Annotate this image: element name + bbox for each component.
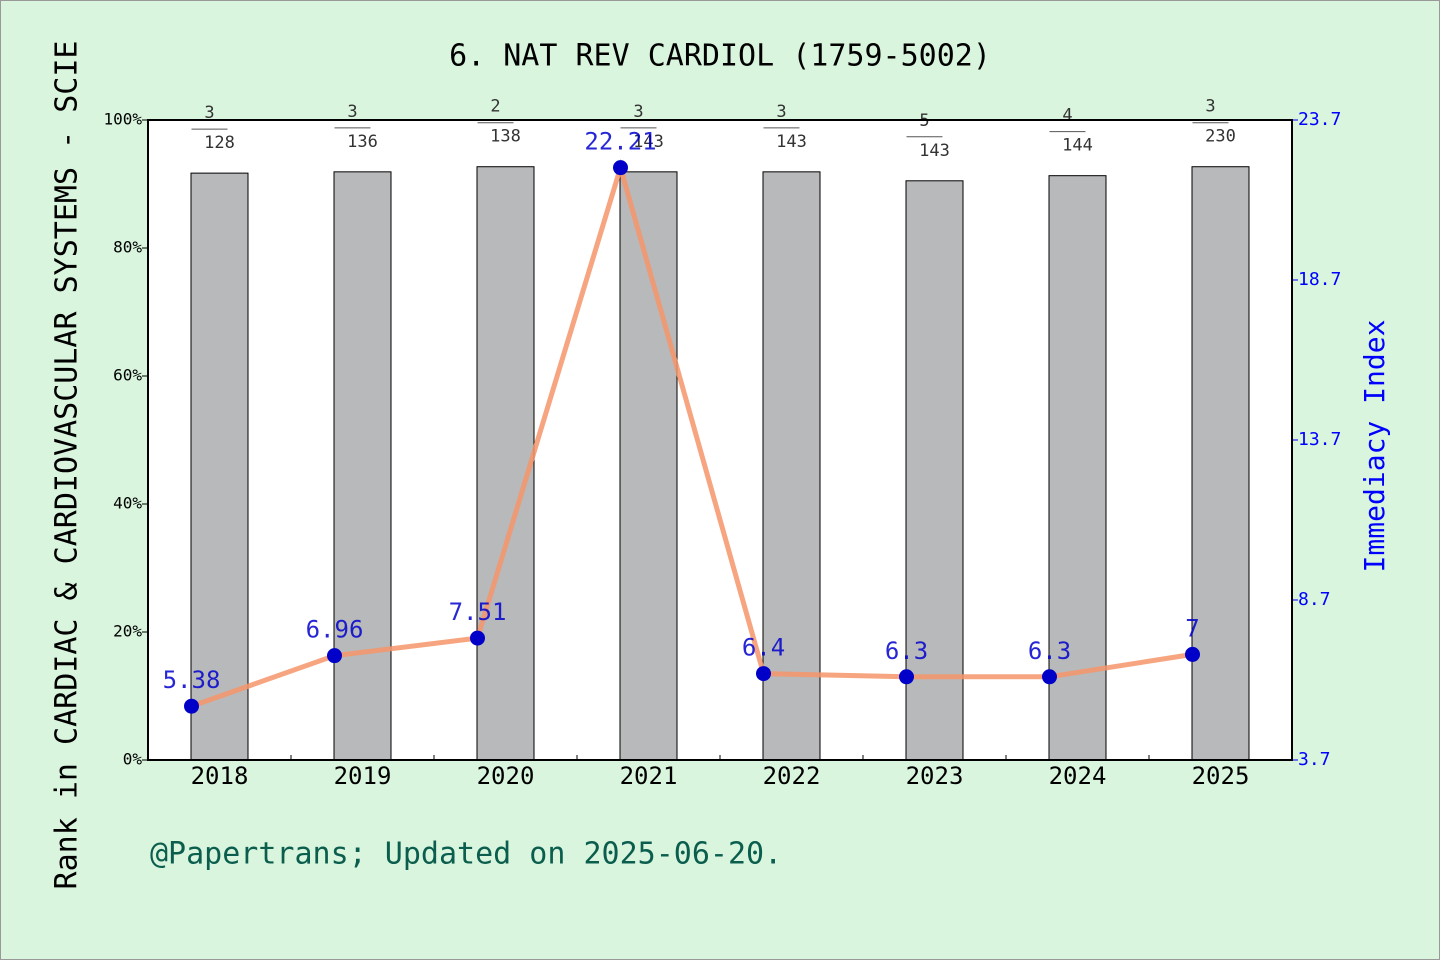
x-tick-label: 2019 [334,762,392,790]
marker [184,698,199,714]
rank-label: 3 [1205,97,1215,117]
value-label: 6.3 [1028,637,1071,665]
line [190,158,1193,709]
rank-label: 3 [633,102,643,122]
y-tick-label: 20% [113,622,142,641]
bar [905,180,964,761]
y-axis-label: Rank in CARDIAC & CARDIOVASCULAR SYSTEMS… [50,41,85,890]
y-tick-label: 100% [103,110,142,129]
value-label: 6.96 [306,616,364,644]
total-label: 136 [347,132,378,152]
value-label: 7 [1185,614,1199,642]
bar [190,172,249,761]
total-label: 143 [776,132,807,152]
y2-tick-label: 18.7 [1298,269,1341,290]
value-label: 6.3 [885,637,928,665]
bar [333,171,392,761]
rank-label: 2 [490,97,500,117]
value-label: 6.4 [742,634,785,662]
y-tick-label: 60% [113,366,142,385]
x-tick-label: 2025 [1192,762,1250,790]
plot-frame [147,119,1293,761]
bar [1191,166,1250,761]
chart-title: 6. NAT REV CARDIOL (1759-5002) [449,39,991,74]
y2-axis-label: Immediacy Index [1358,320,1391,573]
footer: @Papertrans; Updated on 2025-06-20. [150,837,782,872]
marker [899,669,914,685]
y2-tick-label: 8.7 [1298,589,1331,610]
total-label: 144 [1062,136,1093,156]
marker [327,648,342,664]
value-label: 7.51 [449,598,507,626]
marker [613,160,628,176]
rank-label: 4 [1062,106,1072,126]
y2-tick-label: 23.7 [1298,109,1341,130]
x-tick-label: 2020 [477,762,535,790]
y2-tick-label: 3.7 [1298,749,1331,770]
y-tick-label: 80% [113,238,142,257]
total-label: 128 [204,133,235,153]
total-label: 143 [919,141,950,161]
x-tick-label: 2022 [763,762,821,790]
total-label: 230 [1205,127,1236,147]
marker [1042,669,1057,685]
bar [762,171,821,761]
x-tick-label: 2018 [191,762,249,790]
total-label: 143 [633,132,664,152]
marker [756,666,771,682]
x-tick-label: 2024 [1049,762,1107,790]
marker [470,630,485,646]
y-tick-label: 40% [113,494,142,513]
rank-label: 3 [204,103,214,123]
rank-label: 3 [347,102,357,122]
marker [1185,646,1200,662]
rank-label: 3 [776,102,786,122]
total-label: 138 [490,127,521,147]
x-tick-label: 2023 [906,762,964,790]
y-tick-label: 0% [123,750,143,769]
y2-tick-label: 13.7 [1298,429,1341,450]
bar [1048,175,1107,761]
bar [476,166,535,761]
value-label: 22.21 [584,128,656,156]
x-tick-label: 2021 [620,762,678,790]
value-label: 5.38 [163,666,221,694]
